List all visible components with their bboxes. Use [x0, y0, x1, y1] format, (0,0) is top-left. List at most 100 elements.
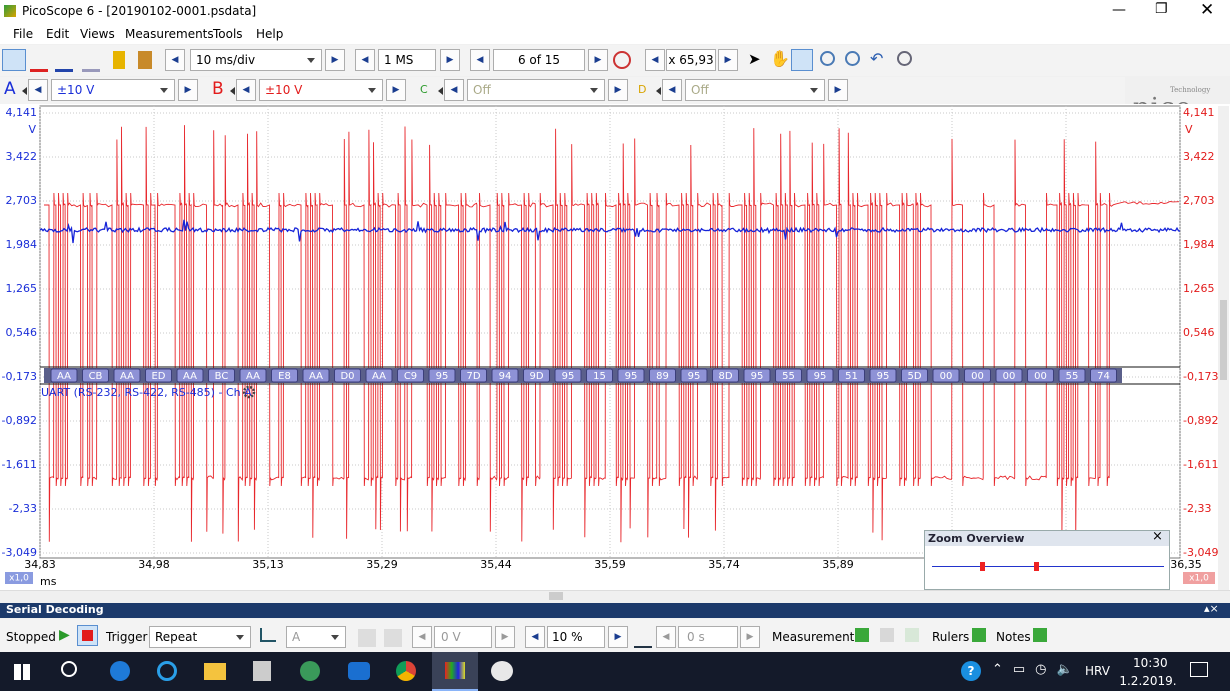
- samples-prev[interactable]: ◀: [355, 49, 375, 71]
- delay-next[interactable]: ▶: [740, 626, 760, 648]
- edit-measurement[interactable]: [905, 628, 919, 642]
- range-prev[interactable]: ◀: [28, 79, 48, 101]
- spectrum-mode[interactable]: [55, 51, 73, 72]
- range-next[interactable]: ▶: [386, 79, 406, 101]
- add-measurement[interactable]: [855, 628, 869, 642]
- trigger-edge[interactable]: [260, 628, 276, 642]
- channel-range[interactable]: ±10 V: [259, 79, 383, 101]
- zoom-next[interactable]: ▶: [718, 49, 738, 71]
- channel-range[interactable]: Off: [685, 79, 825, 101]
- edge[interactable]: [110, 661, 130, 681]
- zoom-factor[interactable]: x 65,93: [666, 49, 716, 71]
- range-prev[interactable]: ◀: [662, 79, 682, 101]
- zoom-100[interactable]: [897, 51, 912, 66]
- channel-menu[interactable]: [18, 87, 27, 95]
- start-button[interactable]: [14, 664, 30, 680]
- delay[interactable]: 0 s: [678, 626, 738, 648]
- app-3d[interactable]: [253, 661, 271, 681]
- close[interactable]: ✕: [1200, 0, 1215, 20]
- persistence-mode[interactable]: [30, 51, 48, 72]
- hand-tool[interactable]: ✋: [770, 49, 790, 68]
- capture-next[interactable]: ▶: [588, 49, 608, 71]
- range-prev[interactable]: ◀: [444, 79, 464, 101]
- channel-menu[interactable]: [226, 87, 235, 95]
- panel-controls[interactable]: ▴×: [1204, 602, 1219, 615]
- channel-range[interactable]: Off: [467, 79, 605, 101]
- remove-measurement[interactable]: [880, 628, 894, 642]
- app-globe[interactable]: [300, 661, 320, 681]
- notifications[interactable]: [1190, 662, 1208, 677]
- undo-zoom[interactable]: ↶: [870, 49, 884, 68]
- paint[interactable]: [491, 661, 513, 681]
- search[interactable]: [61, 661, 77, 677]
- capture-index[interactable]: 6 of 15: [493, 49, 585, 71]
- scroll-thumb[interactable]: [549, 592, 563, 600]
- stop[interactable]: [77, 625, 98, 646]
- channel-letter[interactable]: A: [4, 79, 16, 99]
- menu-item[interactable]: Help: [256, 27, 284, 41]
- ie[interactable]: [157, 661, 177, 681]
- pointer-tool[interactable]: ➤: [748, 50, 761, 68]
- menu-item[interactable]: File: [13, 27, 34, 41]
- menu-item[interactable]: Tools: [213, 27, 243, 41]
- scope-mode[interactable]: [2, 49, 26, 71]
- timebase-prev[interactable]: ◀: [165, 49, 185, 71]
- help-tray[interactable]: ?: [961, 661, 981, 681]
- samples-next[interactable]: ▶: [440, 49, 460, 71]
- range-next[interactable]: ▶: [828, 79, 848, 101]
- navigator[interactable]: [613, 51, 631, 69]
- trigger-source[interactable]: A: [286, 626, 346, 648]
- explorer[interactable]: [204, 663, 226, 680]
- start[interactable]: ▶: [59, 627, 70, 643]
- delay-tool[interactable]: [634, 628, 652, 648]
- pretrigger-prev[interactable]: ◀: [525, 626, 545, 648]
- channel-range[interactable]: ±10 V: [51, 79, 175, 101]
- range-next[interactable]: ▶: [178, 79, 198, 101]
- menu-item[interactable]: Edit: [46, 27, 70, 41]
- trigger-tool-2[interactable]: [384, 629, 402, 647]
- zoom-out[interactable]: [845, 51, 860, 66]
- range-prev[interactable]: ◀: [236, 79, 256, 101]
- home[interactable]: [138, 51, 152, 69]
- clock-time[interactable]: 10:30: [1133, 656, 1168, 670]
- zoom-overview-close[interactable]: ×: [1152, 529, 1163, 544]
- math-mode[interactable]: [82, 51, 100, 72]
- decoder-settings[interactable]: [242, 385, 256, 399]
- notes-button[interactable]: [1033, 628, 1047, 642]
- trigger-mode[interactable]: Repeat: [149, 626, 251, 648]
- pretrigger-next[interactable]: ▶: [608, 626, 628, 648]
- timebase[interactable]: 10 ms/div: [190, 49, 322, 71]
- threshold-prev[interactable]: ◀: [412, 626, 432, 648]
- minimize[interactable]: —: [1112, 2, 1126, 18]
- channel-letter[interactable]: C: [420, 83, 428, 96]
- channel-letter[interactable]: B: [212, 79, 224, 99]
- capture-prev[interactable]: ◀: [470, 49, 490, 71]
- clock-date[interactable]: 1.2.2019.: [1119, 674, 1177, 688]
- chrome[interactable]: [396, 661, 416, 681]
- app-mail[interactable]: [348, 662, 370, 680]
- samples[interactable]: 1 MS: [378, 49, 436, 71]
- channel-letter[interactable]: D: [638, 83, 647, 96]
- timebase-next[interactable]: ▶: [325, 49, 345, 71]
- threshold[interactable]: 0 V: [434, 626, 492, 648]
- h-scrollbar[interactable]: [0, 590, 1230, 602]
- tray-icons[interactable]: ⌃▭◷🔈: [992, 662, 1083, 677]
- menu-item[interactable]: Views: [80, 27, 115, 41]
- threshold-next[interactable]: ▶: [495, 626, 515, 648]
- range-next[interactable]: ▶: [608, 79, 628, 101]
- channel-menu[interactable]: [434, 87, 443, 95]
- delay-prev[interactable]: ◀: [656, 626, 676, 648]
- menu-item[interactable]: Measurements: [125, 27, 214, 41]
- maximize[interactable]: ❐: [1155, 1, 1168, 17]
- zoom-in[interactable]: [820, 51, 835, 66]
- trigger-tool[interactable]: [358, 629, 376, 647]
- picoscope-task[interactable]: [432, 652, 478, 691]
- decoded-byte: 00: [1034, 371, 1047, 382]
- probe-tool[interactable]: [113, 51, 125, 69]
- zoom-prev[interactable]: ◀: [645, 49, 665, 71]
- rulers-button[interactable]: [972, 628, 986, 642]
- zoom-box[interactable]: [791, 49, 813, 71]
- keyboard-language[interactable]: HRV: [1085, 664, 1110, 678]
- pretrigger[interactable]: 10 %: [547, 626, 605, 648]
- channel-menu[interactable]: [652, 87, 661, 95]
